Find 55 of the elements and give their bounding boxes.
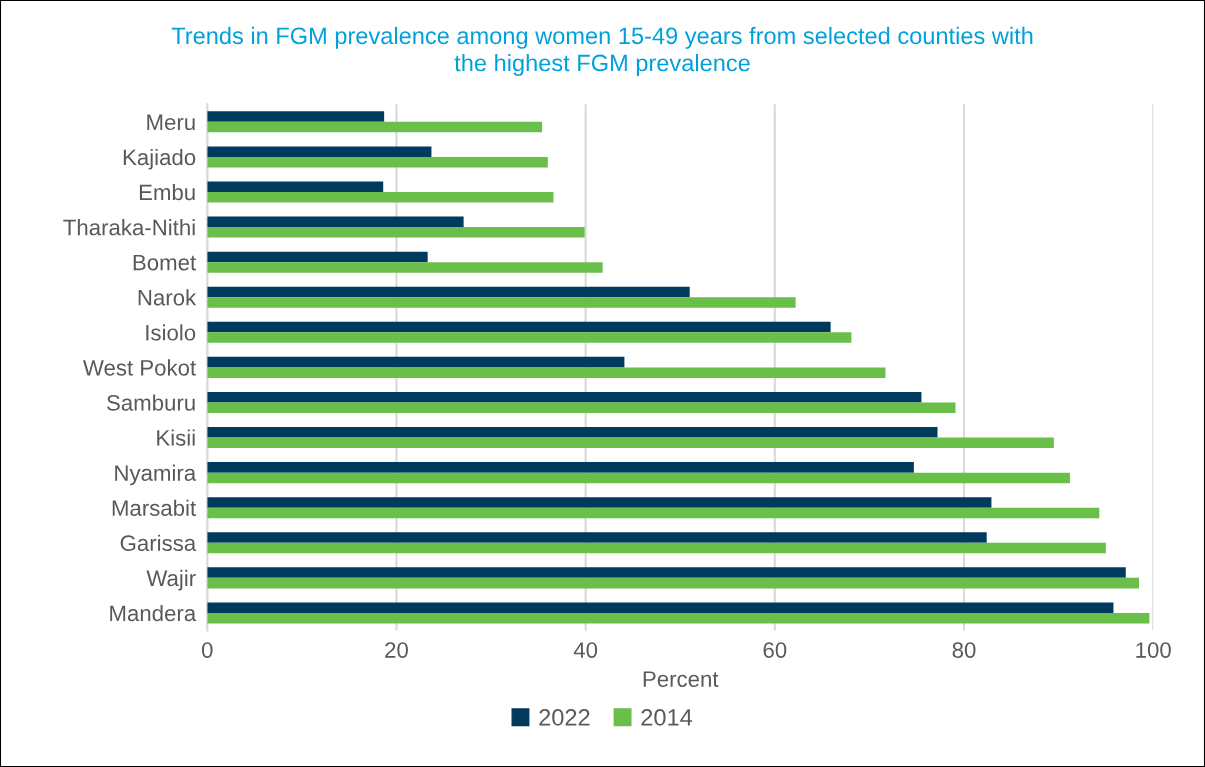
bar xyxy=(207,577,1139,589)
chart-title: Trends in FGM prevalence among women 15-49 years from selected counties with the highest FGM prevalence xyxy=(171,26,1033,76)
bar xyxy=(207,402,956,413)
bar xyxy=(207,262,603,273)
bar xyxy=(207,216,464,228)
bar xyxy=(207,367,886,378)
y-tick-label: Marsabit xyxy=(112,499,196,516)
bar xyxy=(207,286,690,298)
x-tick-label: 40 xyxy=(573,642,598,658)
y-tick-label: Tharaka-Nithi xyxy=(63,219,195,236)
bar xyxy=(207,251,428,263)
bar xyxy=(207,602,1114,613)
bar xyxy=(207,321,831,333)
bar xyxy=(207,356,625,368)
bar xyxy=(207,437,1054,449)
x-tick-label: 80 xyxy=(952,642,976,658)
bar xyxy=(207,192,554,203)
bar xyxy=(207,567,1126,578)
y-tick-label: Garissa xyxy=(120,534,197,552)
bar xyxy=(207,332,852,343)
bar xyxy=(207,297,796,308)
y-tick-label: Nyamira xyxy=(115,464,197,486)
y-tick-label: Bomet xyxy=(133,254,196,271)
x-tick-label: 60 xyxy=(763,642,787,658)
y-tick-label: West Pokot xyxy=(83,359,196,376)
bar xyxy=(207,462,914,473)
bar xyxy=(207,497,992,508)
bar xyxy=(207,111,385,122)
bar xyxy=(207,227,585,238)
y-tick-label: Mandera xyxy=(110,604,197,622)
y-tick-label: Kisii xyxy=(157,429,195,446)
bar xyxy=(207,146,432,157)
x-axis-title: Percent xyxy=(643,671,719,687)
x-tick-label: 0 xyxy=(201,642,213,658)
x-tick-label: 20 xyxy=(385,642,408,658)
legend-label: 2014 xyxy=(641,709,693,726)
y-tick-label: Meru xyxy=(147,114,195,131)
bar xyxy=(207,156,548,168)
bar xyxy=(207,507,1100,519)
y-tick-label: Samburu xyxy=(107,394,195,411)
y-tick-label: Narok xyxy=(138,289,197,306)
bar xyxy=(207,121,543,133)
bar xyxy=(207,427,938,438)
bar xyxy=(207,532,987,543)
bar xyxy=(207,391,922,403)
y-tick-label: Kajiado xyxy=(123,148,196,170)
bar xyxy=(207,181,384,193)
y-tick-label: Embu xyxy=(139,183,195,201)
bar xyxy=(207,542,1106,554)
y-tick-label: Wajir xyxy=(146,569,196,591)
bar xyxy=(207,612,1150,624)
legend-label: 2022 xyxy=(539,709,590,726)
y-tick-label: Isiolo xyxy=(146,324,196,341)
x-tick-label: 100 xyxy=(1136,642,1171,658)
bar xyxy=(207,472,1070,484)
